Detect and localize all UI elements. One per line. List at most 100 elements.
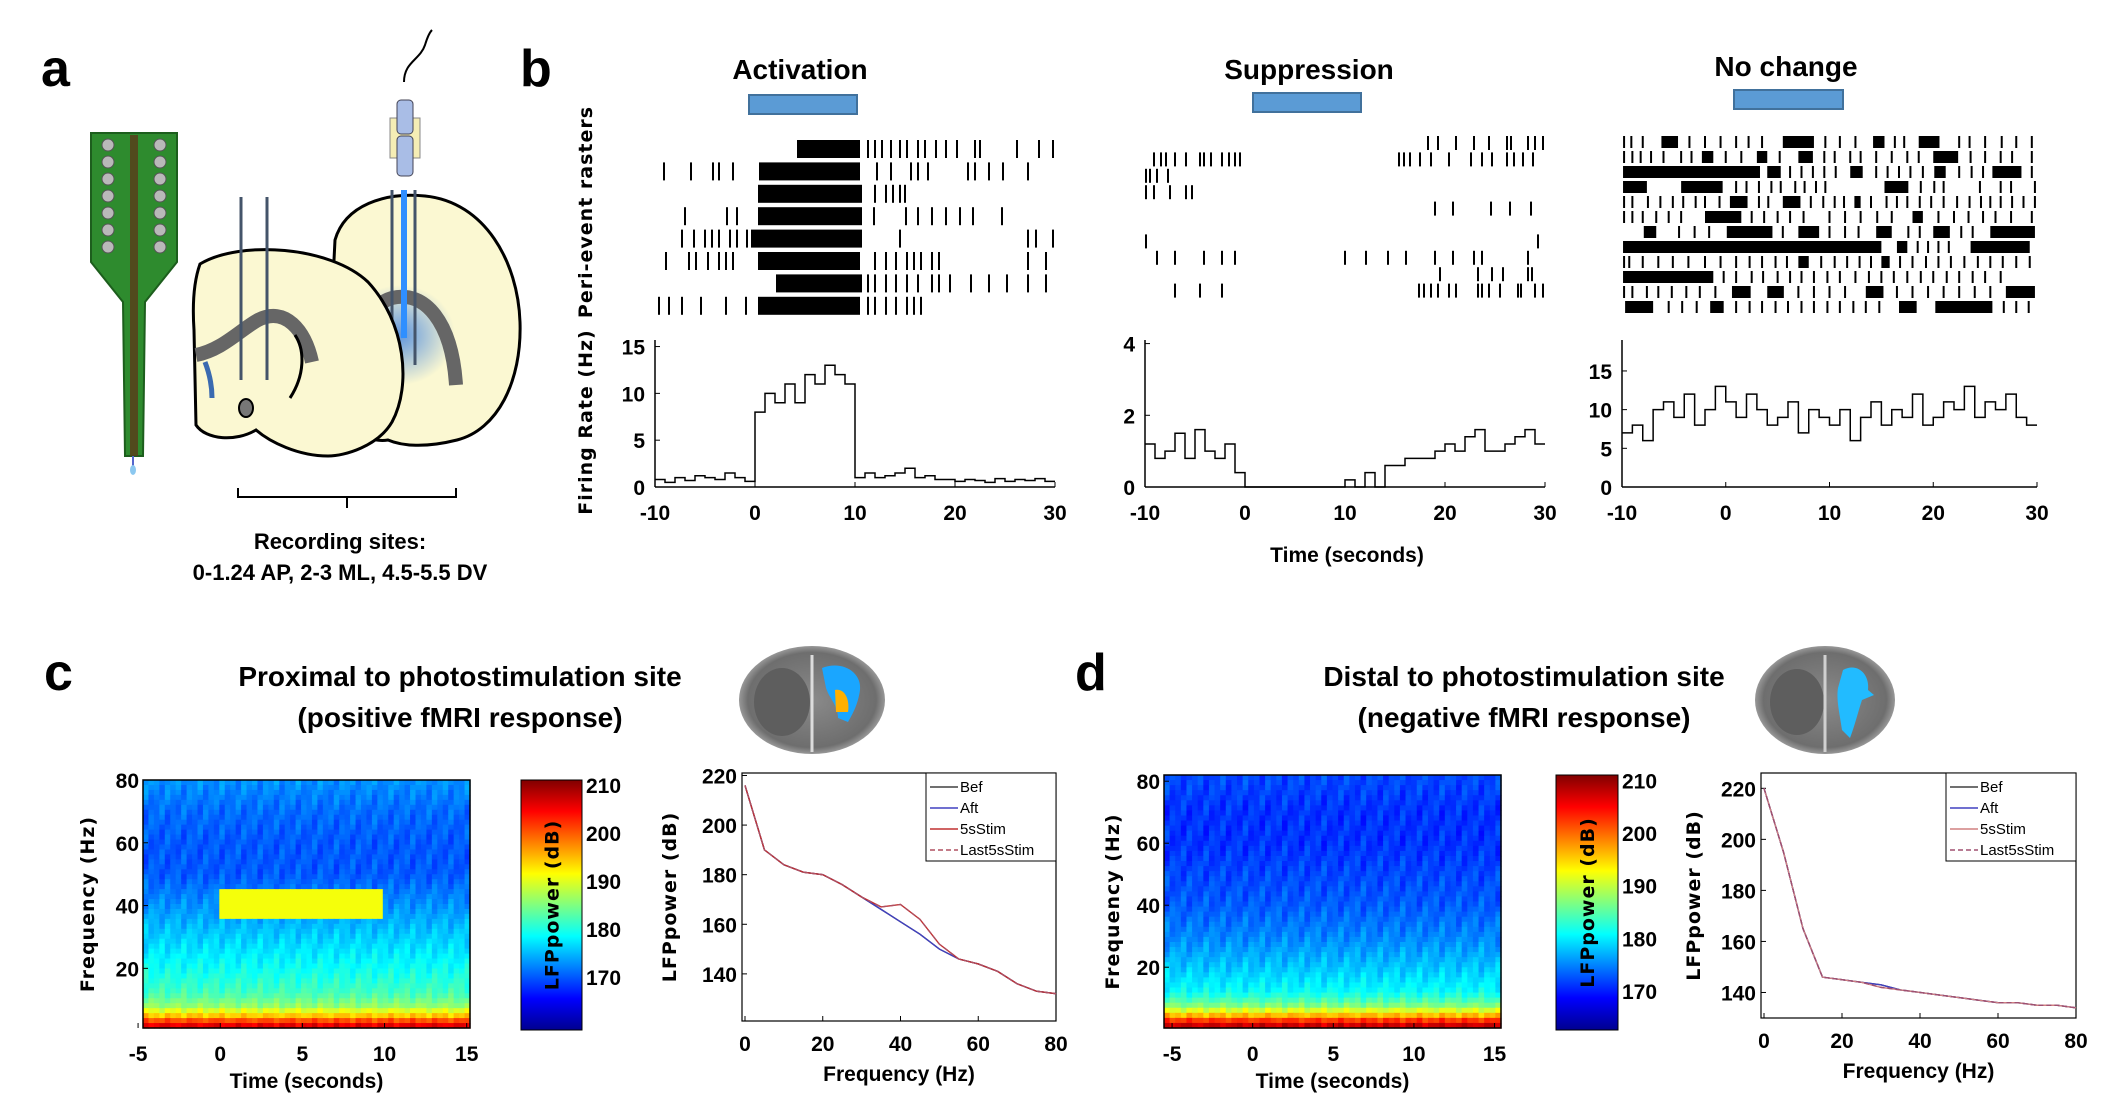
heatmap-cell [208,953,215,960]
heatmap-cell [420,1008,427,1014]
heatmap-cell [1287,845,1294,852]
heatmap-cell [1208,861,1216,867]
heatmap-cell [410,1013,417,1019]
heatmap-cell [197,983,204,989]
heatmap-cell [420,908,427,915]
heatmap-cell [153,849,160,855]
heatmap-cell [426,884,433,890]
heatmap-cell [431,968,438,975]
heatmap-cell [426,789,433,796]
heatmap-cell [241,973,248,979]
heatmap-cell [1259,861,1266,867]
heatmap-cell [273,918,280,925]
heatmap-cell [350,993,357,999]
heatmap-cell [164,938,171,945]
heatmap-cell [328,894,335,900]
heatmap-cell [306,938,313,945]
heatmap-cell [181,789,188,796]
heatmap-cell [388,943,395,950]
heatmap-cell [1242,840,1249,847]
heatmap-cell [420,904,427,910]
heatmap-cell [333,904,340,910]
heatmap-cell [311,849,318,855]
heatmap-cell [453,998,460,1004]
panel-label-b: b [520,40,552,98]
heatmap-cell [339,854,346,860]
heatmap-cell [404,1018,411,1024]
heatmap-cell [377,844,384,851]
heatmap-cell [224,933,231,940]
heatmap-cell [1169,820,1176,827]
heatmap-cell [350,804,357,811]
heatmap-cell [1253,830,1261,837]
heatmap-cell [1427,840,1435,847]
heatmap-cell [257,884,264,890]
heatmap-cell [202,864,209,870]
heatmap-cell [371,780,378,786]
heatmap-cell [273,1018,280,1024]
heatmap-cell [1472,820,1480,827]
heatmap-cell [143,849,150,855]
heatmap-cell [262,849,269,855]
heatmap-cell [301,879,308,885]
heatmap-cell [1293,835,1300,842]
heatmap-cell [377,839,384,846]
heatmap-cell [1175,775,1182,781]
heatmap-cell [437,904,444,910]
heatmap-cell [1444,871,1452,877]
heatmap-cell [295,958,302,965]
heatmap-cell [415,849,422,855]
heatmap-cell [1208,825,1216,832]
heatmap-cell [192,938,199,945]
heatmap-cell [246,963,253,970]
heatmap-cell [1427,790,1435,796]
heatmap-cell [350,973,357,979]
heatmap-cell [355,1023,362,1029]
heatmap-cell [192,839,199,846]
heatmap-cell [1433,830,1440,837]
heatmap-cell [1242,780,1249,786]
heatmap-cell [366,908,373,915]
heatmap-cell [273,998,280,1004]
heatmap-cell [192,879,199,885]
heatmap-cell [1472,835,1480,842]
heatmap-cell [1360,881,1367,887]
heatmap-cell [175,834,182,841]
heatmap-cell [181,809,188,816]
heatmap-cell [361,869,368,875]
heatmap-cell [393,799,400,806]
heatmap-cell [268,933,275,940]
heatmap-cell [284,889,291,895]
heatmap-cell [192,953,199,960]
heatmap-cell [284,780,291,786]
heatmap-cell [442,938,449,945]
heatmap-cell [1444,845,1452,852]
heatmap-cell [328,923,335,930]
raster-row [1623,196,2036,208]
heatmap-cell [1354,815,1362,822]
heatmap-cell [159,839,166,846]
heatmap-cell [350,908,357,915]
heatmap-cell [393,983,400,989]
heatmap-cell [1326,845,1334,852]
heatmap-cell [1484,795,1491,801]
heatmap-cell [426,988,433,994]
heatmap-cell [317,859,324,865]
heatmap-cell [290,894,297,900]
heatmap-cell [1293,820,1300,827]
heatmap-cell [235,938,242,945]
heatmap-cell [322,780,329,786]
heatmap-cell [1169,790,1176,796]
heatmap-cell [322,879,329,885]
heatmap-cell [219,904,226,910]
heatmap-cell [1203,830,1210,837]
heatmap-cell [453,854,460,860]
heatmap-cell [382,859,389,865]
heatmap-cell [1265,871,1272,877]
heatmap-cell [230,809,237,816]
heatmap-cell [301,1013,308,1019]
heatmap-cell [442,1003,449,1009]
heatmap-cell [1281,881,1289,887]
heatmap-cell [1433,815,1440,822]
heatmap-cell [1310,820,1317,827]
